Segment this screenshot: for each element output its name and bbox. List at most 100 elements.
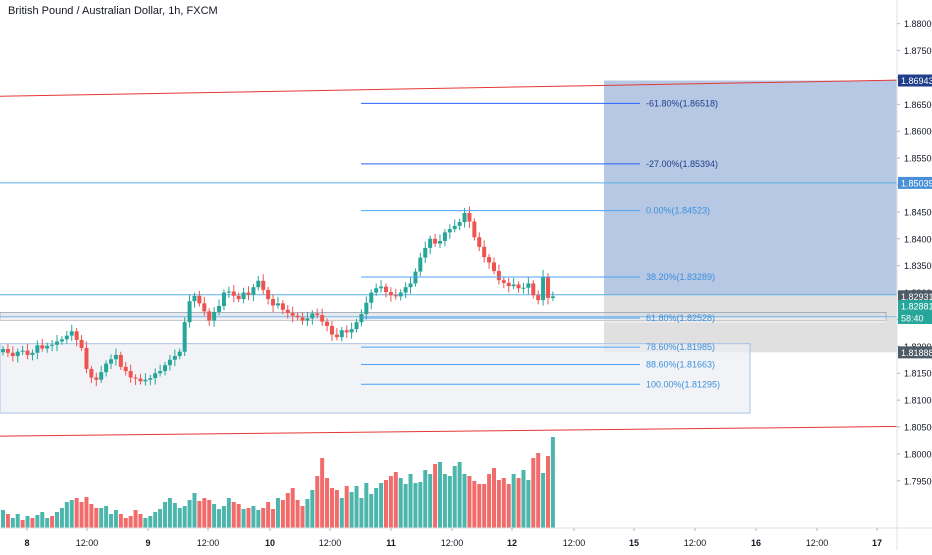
candle-body (158, 371, 163, 374)
candle-body (148, 378, 153, 380)
volume-bar (10, 518, 15, 528)
price-tick-label: 1.87500 (904, 46, 932, 56)
volume-bar (69, 500, 74, 528)
time-tick-label: 12:00 (441, 538, 464, 548)
time-tick-label: 9 (145, 538, 150, 548)
volume-bar (492, 468, 496, 528)
stop-zone[interactable] (604, 294, 897, 353)
volume-bar (359, 498, 364, 528)
price-tick-label: 1.85500 (904, 154, 932, 164)
candle-body (541, 276, 546, 301)
demand-zone-rect[interactable] (0, 343, 751, 414)
candle-body (177, 351, 182, 357)
candle-body (320, 315, 325, 322)
candle-body (428, 238, 433, 248)
volume-bar (266, 502, 271, 528)
candle-body (477, 237, 482, 247)
candle-body (143, 379, 148, 382)
volume-bar (320, 458, 325, 528)
upper-trendline[interactable] (0, 79, 898, 97)
volume-bar (325, 478, 330, 528)
candle-body (113, 354, 118, 360)
time-tick-label: 12:00 (76, 538, 99, 548)
volume-bar (5, 514, 10, 528)
candle-body (300, 317, 305, 321)
candle-body (197, 295, 202, 304)
volume-bar (280, 500, 285, 528)
volume-bar (315, 476, 320, 528)
volume-bar (202, 498, 207, 528)
volume-bar (536, 453, 541, 528)
volume-bar (403, 484, 408, 528)
volume-bar (123, 518, 128, 528)
volume-bar (521, 470, 526, 528)
volume-bar (99, 508, 104, 528)
lower-trendline[interactable] (0, 425, 898, 437)
volume-bar (163, 502, 168, 528)
fib-label: 0.00%(1.84523) (646, 206, 710, 216)
volume-bar (550, 437, 555, 528)
candle-body (418, 257, 423, 272)
close-price-label: 1.82881 (901, 301, 932, 311)
price-tick-label: 1.86000 (904, 127, 932, 137)
target-zone[interactable] (604, 80, 897, 295)
volume-bar (94, 508, 99, 528)
volume-bar (89, 504, 94, 528)
candle-body (457, 222, 462, 226)
countdown-label: 58:40 (901, 313, 924, 323)
volume-bar (344, 486, 349, 528)
candle-body (246, 292, 251, 295)
candle-body (138, 378, 143, 382)
volume-bar (50, 516, 55, 528)
fib-label: 88.60%(1.81663) (646, 359, 715, 369)
volume-bar (40, 512, 45, 528)
candle-body (280, 303, 285, 310)
candle-body (236, 295, 241, 300)
volume-bar (364, 483, 369, 528)
candle-body (55, 341, 60, 345)
candle-body (506, 282, 511, 287)
volume-bar (84, 497, 89, 528)
candle-body (310, 313, 315, 319)
volume-bar (388, 476, 393, 528)
volume-bar (398, 478, 403, 528)
volume-bar (207, 500, 212, 528)
price-tick-label: 1.88000 (904, 19, 932, 29)
volume-bar (516, 478, 521, 528)
volume-bar (25, 516, 30, 528)
price-tick-label: 1.84500 (904, 207, 932, 217)
volume-bar (408, 474, 413, 528)
volume-bar (118, 514, 123, 528)
candle-body (30, 352, 35, 355)
candle-body (339, 330, 344, 338)
volume-bar (393, 472, 398, 528)
candle-body (167, 359, 172, 366)
candle-body (192, 295, 197, 302)
volume-bar (349, 492, 354, 528)
candle-body (207, 311, 212, 321)
time-tick-label: 15 (629, 538, 639, 548)
candle-body (217, 306, 222, 312)
candle-body (403, 287, 408, 293)
volume-bar (501, 478, 506, 528)
candle-body (50, 344, 55, 346)
candle-body (393, 295, 398, 297)
volume-bar (452, 466, 457, 528)
candle-body (369, 292, 374, 303)
candle-body (99, 372, 104, 380)
volume-bar (45, 518, 50, 528)
time-tick-label: 12 (507, 538, 517, 548)
volume-bar (541, 473, 546, 528)
volume-bar (104, 506, 109, 528)
candle-body (45, 345, 50, 349)
volume-bar (172, 503, 177, 528)
candle-body (516, 284, 521, 289)
candle-body (5, 349, 10, 353)
volume-bar (374, 488, 379, 528)
candle-body (496, 271, 501, 281)
volume-bar (275, 498, 280, 528)
volume-bar (133, 510, 138, 528)
time-tick-label: 8 (24, 538, 29, 548)
